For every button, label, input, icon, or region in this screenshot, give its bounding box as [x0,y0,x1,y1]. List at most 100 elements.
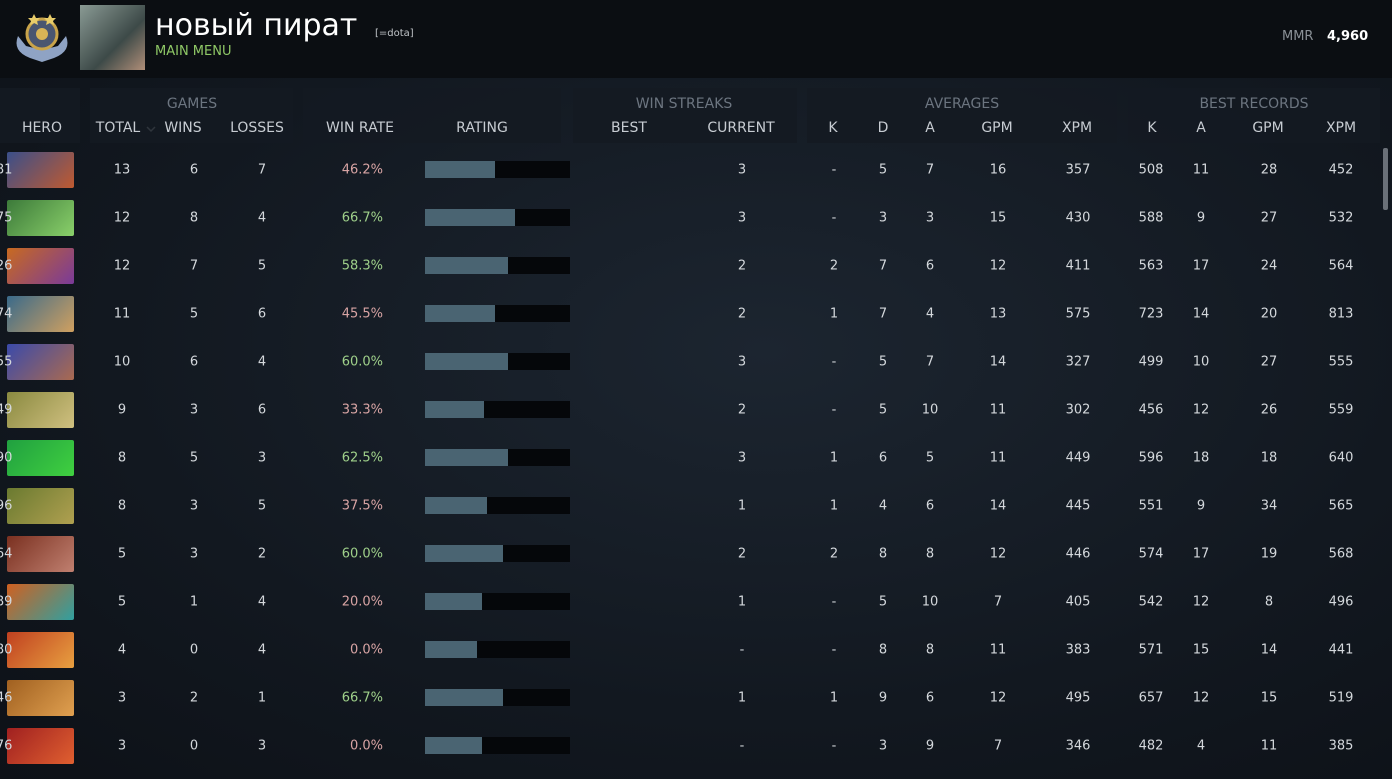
cell: 11 [989,642,1007,658]
rating-bar [425,257,508,274]
hero-portrait[interactable] [7,440,74,476]
column-header[interactable]: A [1196,120,1206,136]
column-header[interactable]: A [925,120,935,136]
column-header[interactable]: K [1147,120,1157,136]
column-header[interactable]: K [828,120,838,136]
hero-portrait[interactable] [7,488,74,524]
cell: 8 [1264,594,1274,610]
cell: 680 [0,642,13,658]
cell: 14 [1260,642,1278,658]
column-header[interactable]: RATING [456,120,508,136]
cell: 15 [989,210,1007,226]
column-header[interactable]: GPM [981,120,1013,136]
cell: 3 [878,210,888,226]
rating-bar [425,305,495,322]
win-rate: 60.0% [341,546,383,562]
cell: 2 [829,546,839,562]
cell: 1 [829,498,839,514]
cell: - [831,402,837,418]
hero-portrait[interactable] [7,680,74,716]
cell: 5 [117,594,127,610]
hero-portrait[interactable] [7,296,74,332]
avatar[interactable] [80,5,145,70]
cell: 8 [878,642,888,658]
cell: 532 [1328,210,1354,226]
hero-portrait[interactable] [7,584,74,620]
cell: 564 [1328,258,1354,274]
cell: 3 [737,210,747,226]
scrollbar[interactable] [1383,148,1388,210]
win-rate: 20.0% [341,594,383,610]
cell: 6 [925,498,935,514]
hero-portrait[interactable] [7,536,74,572]
hero-portrait[interactable] [7,152,74,188]
column-group [573,88,797,143]
cell: 385 [1328,738,1354,754]
cell: 555 [1328,354,1354,370]
hero-portrait[interactable] [7,344,74,380]
win-rate: 33.3% [341,402,383,418]
cell: 5 [189,306,199,322]
cell: 10 [921,594,939,610]
column-header[interactable]: BEST [611,120,647,136]
cell: 15 [1260,690,1278,706]
cell: 495 [1065,690,1091,706]
cell: 13 [113,162,131,178]
cell: 3 [925,210,935,226]
cell: 26 [1260,402,1278,418]
top-bar [0,0,1392,78]
cell: 482 [1138,738,1164,754]
cell: - [831,594,837,610]
cell: 27 [1260,354,1278,370]
cell: 11 [989,402,1007,418]
cell: 430 [1065,210,1091,226]
cell: 12 [113,258,131,274]
column-header[interactable]: LOSSES [230,120,284,136]
cell: - [739,642,745,658]
status[interactable]: MAIN MENU [155,44,232,59]
rating-bar [425,353,508,370]
player-name: новый пират [155,8,358,43]
column-header[interactable]: WIN RATE [326,120,394,136]
hero-portrait[interactable] [7,728,74,764]
cell: 8 [878,546,888,562]
column-header[interactable]: GPM [1252,120,1284,136]
cell: - [831,210,837,226]
hero-portrait[interactable] [7,200,74,236]
hero-portrait[interactable] [7,632,74,668]
cell: 775 [0,210,13,226]
column-group [0,88,80,143]
column-header[interactable]: XPM [1325,120,1357,136]
column-header[interactable]: WINS [164,120,202,136]
cell: 496 [1328,594,1354,610]
column-header[interactable]: D [877,120,889,136]
column-header[interactable]: CURRENT [707,120,775,136]
cell: 6 [925,258,935,274]
cell: 17 [1192,258,1210,274]
cell: 5 [257,258,267,274]
rating-bar [425,545,504,562]
group-title: GAMES [166,96,218,112]
cell: 2 [737,402,747,418]
cell: 10 [113,354,131,370]
cell: 14 [989,354,1007,370]
cell: - [831,354,837,370]
cell: 2 [737,546,747,562]
column-header[interactable]: XPM [1061,120,1093,136]
cell: 405 [1065,594,1091,610]
rank-emblem [16,14,68,62]
cell: 4 [257,642,267,658]
cell: 11 [1192,162,1210,178]
column-header[interactable]: TOTAL [95,120,141,136]
cell: 8 [925,546,935,562]
cell: 12 [1192,402,1210,418]
cell: 5 [878,354,888,370]
cell: 2 [257,546,267,562]
hero-portrait[interactable] [7,248,74,284]
rating-bar [425,209,515,226]
mmr-value: 4,960 [1327,29,1369,44]
hero-portrait[interactable] [7,392,74,428]
cell: 8 [117,450,127,466]
cell: 5 [878,594,888,610]
cell: 18 [1192,450,1210,466]
